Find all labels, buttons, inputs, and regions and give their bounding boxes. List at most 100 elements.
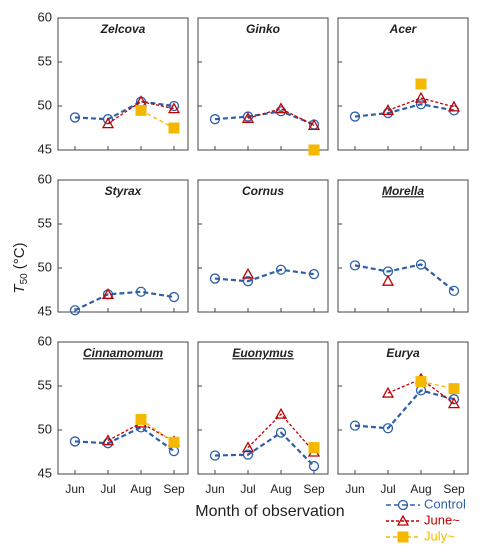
marker (135, 286, 147, 297)
marker (242, 449, 254, 460)
y-tick-label: 55 (38, 377, 52, 392)
panel: Zelcova45505560ControlJune~July~ (38, 9, 189, 156)
legend-marker (397, 531, 409, 543)
panel-title: Zelcova (100, 22, 146, 36)
marker (307, 119, 321, 131)
panel: CornusControlJune~ (197, 179, 329, 313)
marker (415, 99, 427, 110)
marker (168, 122, 180, 134)
series-line: Control (354, 389, 455, 430)
panel-title: Euonymus (232, 346, 294, 360)
marker (209, 114, 221, 125)
marker (381, 104, 395, 116)
x-axis-label: Month of observation (195, 503, 344, 520)
marker (274, 102, 288, 114)
y-tick-label: 45 (38, 465, 52, 480)
series-line: June~ (107, 100, 175, 125)
marker (381, 386, 395, 398)
marker (242, 276, 254, 287)
series-line: Control (74, 100, 175, 121)
marker (168, 445, 180, 457)
series-line: June~ (247, 413, 315, 453)
marker (135, 413, 147, 425)
panel: GinkoControlJune~July~ (197, 17, 329, 156)
y-label-sub: 50 (19, 273, 30, 285)
marker (447, 397, 461, 409)
marker (349, 420, 361, 431)
marker (274, 407, 288, 419)
x-tick-label: Aug (130, 482, 151, 496)
panel-title: Morella (382, 184, 424, 198)
series-line: June~ (387, 97, 455, 112)
marker (349, 111, 361, 122)
y-tick-label: 50 (38, 259, 52, 274)
y-tick-label: 60 (38, 9, 52, 24)
legend-marker (396, 514, 410, 526)
y-label-unit: (°C) (11, 242, 28, 269)
y-tick-label: 55 (38, 215, 52, 230)
marker (415, 376, 427, 388)
marker (101, 434, 115, 446)
marker (241, 441, 255, 453)
marker (168, 291, 180, 303)
panel-title: Cornus (242, 184, 284, 198)
y-tick-label: 60 (38, 333, 52, 348)
x-tick-label: Sep (303, 482, 325, 496)
series-line: Control (74, 290, 175, 312)
marker (448, 383, 460, 395)
y-tick-label: 45 (38, 303, 52, 318)
y-tick-label: 60 (38, 171, 52, 186)
y-tick-label: 50 (38, 421, 52, 436)
marker (241, 111, 255, 123)
series-line: Control (74, 426, 175, 453)
panel-title: Cinnamomum (83, 346, 163, 360)
panel-frame (337, 179, 469, 313)
panel-frame (57, 17, 189, 151)
panel-title: Ginko (246, 22, 280, 36)
marker (241, 267, 255, 279)
panel-frame (57, 341, 189, 475)
x-tick-label: Aug (410, 482, 431, 496)
marker (209, 273, 221, 284)
panel-title: Eurya (386, 346, 420, 360)
marker (414, 91, 428, 103)
panel-frame (337, 17, 469, 151)
marker (101, 117, 115, 129)
marker (69, 112, 81, 123)
series-line: Control (214, 431, 315, 467)
marker (448, 285, 460, 297)
y-label-main: T (11, 283, 28, 294)
marker (349, 260, 361, 271)
series-line: June~ (247, 107, 315, 126)
series-line: Control (214, 268, 315, 283)
x-tick-label: Jun (205, 482, 224, 496)
marker (275, 264, 287, 275)
marker (101, 288, 115, 300)
x-tick-label: Aug (270, 482, 291, 496)
x-tick-label: Jul (380, 482, 395, 496)
series-line: Control (354, 103, 455, 118)
x-tick-label: Sep (443, 482, 465, 496)
panel-frame (197, 341, 329, 475)
marker (209, 450, 221, 461)
marker (308, 442, 320, 454)
legend-label: June~ (424, 512, 460, 527)
panel: MorellaControlJune~ (337, 179, 469, 313)
y-axis-label: T50 (°C) (11, 242, 30, 293)
marker (168, 436, 180, 448)
legend-marker (397, 499, 409, 511)
marker (69, 436, 81, 447)
marker (135, 104, 147, 116)
marker (308, 460, 320, 472)
marker (381, 274, 395, 286)
marker (69, 305, 81, 316)
marker (308, 269, 320, 280)
x-tick-label: Sep (163, 482, 185, 496)
panel: Styrax45505560ControlJune~ (38, 171, 189, 318)
marker (102, 114, 114, 125)
legend-label: Control (424, 496, 466, 511)
marker (275, 427, 287, 438)
